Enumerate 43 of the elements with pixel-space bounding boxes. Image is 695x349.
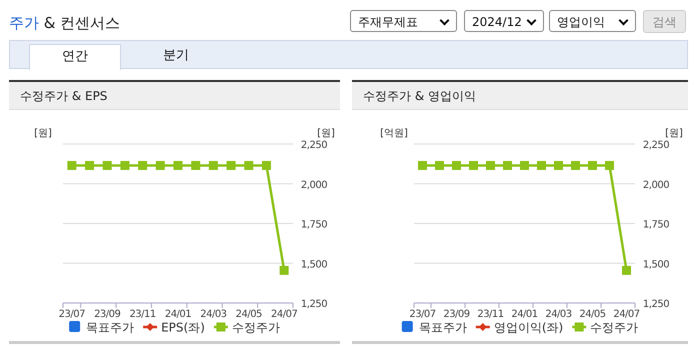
x-tick-label: 23/09 [443, 309, 470, 320]
y2-tick-label: 1,250 [642, 299, 670, 310]
x-tick-label: 23/11 [477, 309, 504, 320]
legend-label: EPS(좌) [161, 320, 205, 334]
x-tick-label: 23/07 [409, 309, 436, 320]
y-axis-title: [억원] [380, 128, 408, 139]
x-tick-label: 24/07 [270, 309, 298, 320]
y2-tick-label: 1,250 [300, 299, 328, 310]
x-tick-label: 24/05 [236, 309, 262, 320]
x-tick-label: 24/01 [511, 309, 538, 320]
text: 2024/12 [464, 10, 544, 32]
text: 주재무제표 [350, 10, 457, 32]
x-tick-label: 23/07 [58, 309, 86, 320]
x-tick-label: 24/03 [200, 309, 227, 320]
legend-label: 수정주가 [590, 320, 638, 334]
chart-title: 수정주가 & 영업이익 [352, 82, 688, 110]
x-tick-label: 24/03 [545, 309, 572, 320]
text: 분기 [162, 47, 190, 65]
y2-tick-label: 1,500 [300, 259, 328, 270]
text: 연간 [29, 44, 121, 70]
chart-title: 수정주가 & EPS [9, 82, 340, 110]
x-tick-label: 24/01 [164, 309, 192, 320]
x-tick-label: 24/07 [613, 309, 640, 320]
text: 주가 & 컨센서스 [9, 14, 120, 32]
y2-axis-title: [원] [665, 128, 683, 139]
legend-label: 목표주가 [418, 320, 467, 334]
text: 검색 [643, 10, 686, 33]
legend-label: 영업이익(좌) [494, 320, 564, 334]
y2-tick-label: 1,500 [642, 259, 670, 270]
text: 영업이익 [549, 10, 636, 32]
y2-tick-label: 2,250 [642, 140, 670, 151]
y-axis-title: [원] [34, 128, 52, 139]
legend-label: 수정주가 [232, 320, 280, 334]
y2-tick-label: 1,750 [642, 220, 670, 230]
y2-tick-label: 1,750 [300, 220, 328, 230]
legend-label: 목표주가 [86, 320, 134, 334]
y2-tick-label: 2,000 [300, 180, 328, 191]
y2-tick-label: 2,000 [642, 180, 670, 191]
x-tick-label: 23/11 [129, 309, 156, 320]
x-tick-label: 23/09 [94, 309, 121, 320]
y2-tick-label: 2,250 [300, 140, 328, 151]
x-tick-label: 24/05 [579, 309, 606, 320]
y2-axis-title: [원] [317, 128, 335, 139]
